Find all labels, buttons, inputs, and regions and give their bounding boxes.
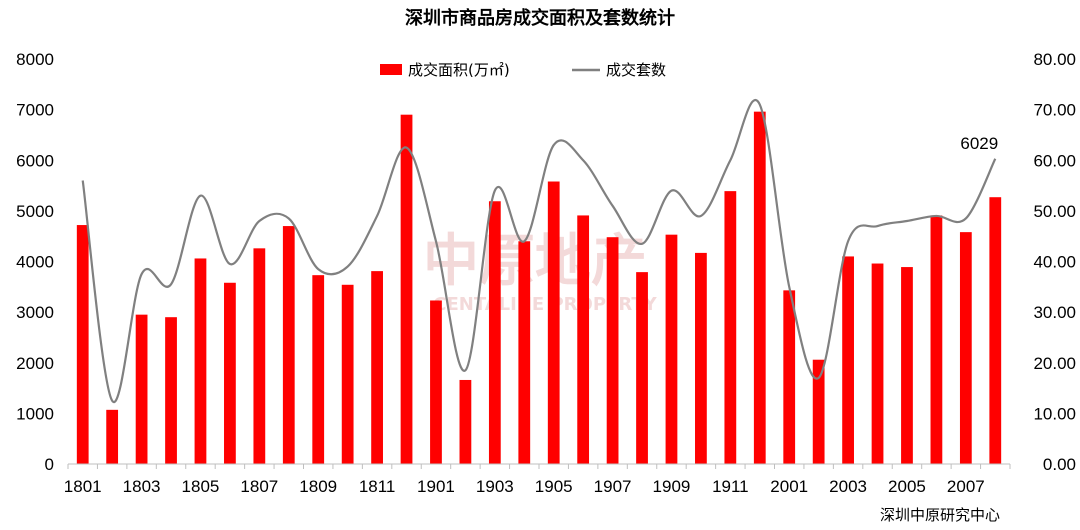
bar bbox=[165, 317, 177, 464]
x-tick-label: 1807 bbox=[240, 477, 278, 496]
left-tick-label: 5000 bbox=[16, 202, 54, 221]
x-tick-label: 1901 bbox=[417, 477, 455, 496]
bar bbox=[636, 272, 648, 464]
bar bbox=[194, 258, 207, 464]
annotation-label: 6029 bbox=[960, 134, 998, 153]
x-tick-label: 1907 bbox=[594, 477, 632, 496]
bar bbox=[842, 256, 854, 464]
bar bbox=[106, 409, 119, 464]
x-tick-label: 1811 bbox=[359, 477, 396, 496]
legend: 成交面积(万㎡) 成交套数 bbox=[380, 61, 666, 79]
bar bbox=[871, 263, 884, 464]
left-tick-label: 1000 bbox=[16, 404, 54, 423]
left-tick-label: 4000 bbox=[16, 253, 54, 272]
bar bbox=[488, 201, 501, 464]
bar bbox=[812, 359, 825, 464]
bar bbox=[753, 111, 766, 465]
source-label: 深圳中原研究中心 bbox=[880, 506, 1000, 524]
bar bbox=[400, 114, 413, 464]
bar bbox=[783, 290, 796, 464]
x-tick-label: 1905 bbox=[535, 477, 573, 496]
watermark-en: CENTALINE PROPERTY bbox=[433, 294, 657, 315]
left-tick-label: 0 bbox=[45, 455, 54, 474]
bar bbox=[341, 284, 354, 464]
x-tick-label: 2007 bbox=[947, 477, 985, 496]
x-tick-label: 1809 bbox=[299, 477, 337, 496]
x-tick-label: 1911 bbox=[712, 477, 749, 496]
bar bbox=[959, 232, 972, 464]
bar bbox=[547, 181, 560, 464]
right-tick-label: 60.00 bbox=[1033, 151, 1076, 170]
left-tick-label: 6000 bbox=[16, 151, 54, 170]
right-axis: 0.00 10.00 20.00 30.00 40.00 50.00 60.00 70.00 8… bbox=[1033, 50, 1076, 474]
right-tick-label: 70.00 bbox=[1033, 101, 1076, 120]
bar bbox=[459, 379, 472, 464]
legend-bar-label: 成交面积(万㎡) bbox=[408, 61, 510, 79]
bar bbox=[253, 248, 266, 464]
right-tick-label: 80.00 bbox=[1033, 50, 1076, 69]
bar bbox=[606, 237, 619, 464]
x-tick-label: 1803 bbox=[123, 477, 161, 496]
line-series bbox=[81, 99, 997, 404]
x-tick-label: 1805 bbox=[182, 477, 220, 496]
bar bbox=[930, 215, 943, 464]
x-tick-label: 1903 bbox=[476, 477, 514, 496]
left-tick-label: 3000 bbox=[16, 303, 54, 322]
series-line bbox=[81, 99, 997, 404]
legend-line-label: 成交套数 bbox=[606, 61, 666, 79]
bar bbox=[282, 226, 295, 464]
right-tick-label: 50.00 bbox=[1033, 202, 1076, 221]
bar bbox=[989, 197, 1002, 465]
bar bbox=[430, 300, 442, 464]
bar bbox=[724, 191, 737, 464]
bar-series bbox=[76, 111, 1002, 465]
bar bbox=[665, 234, 678, 464]
legend-bar-swatch bbox=[380, 64, 402, 75]
bar bbox=[224, 282, 236, 464]
left-tick-label: 8000 bbox=[16, 50, 54, 69]
x-tick-label: 1909 bbox=[653, 477, 691, 496]
watermark: 中原地产 CENTALINE PROPERTY bbox=[423, 229, 658, 315]
bar bbox=[901, 267, 913, 464]
x-tick-label: 1801 bbox=[64, 477, 102, 496]
right-tick-label: 30.00 bbox=[1033, 303, 1076, 322]
bar bbox=[135, 314, 148, 464]
bar bbox=[518, 241, 531, 464]
right-tick-label: 0.00 bbox=[1043, 455, 1076, 474]
chart-title: 深圳市商品房成交面积及套数统计 bbox=[405, 7, 675, 29]
left-tick-label: 7000 bbox=[16, 101, 54, 120]
bar bbox=[695, 252, 707, 464]
bar bbox=[371, 271, 383, 464]
left-axis: 0 1000 2000 3000 4000 5000 6000 7000 8000 bbox=[16, 50, 54, 474]
x-axis: 1801 1803 1805 1807 1809 1811 1901 1903 1905 1907… bbox=[64, 463, 1011, 496]
x-tick-label: 2005 bbox=[888, 477, 926, 496]
x-tick-label: 2003 bbox=[829, 477, 867, 496]
right-tick-label: 40.00 bbox=[1033, 253, 1076, 272]
bar bbox=[577, 215, 590, 464]
right-tick-label: 20.00 bbox=[1033, 354, 1076, 373]
left-tick-label: 2000 bbox=[16, 354, 54, 373]
bar bbox=[312, 275, 325, 464]
x-tick-label: 2001 bbox=[770, 477, 808, 496]
bar bbox=[76, 225, 89, 464]
right-tick-label: 10.00 bbox=[1033, 404, 1076, 423]
